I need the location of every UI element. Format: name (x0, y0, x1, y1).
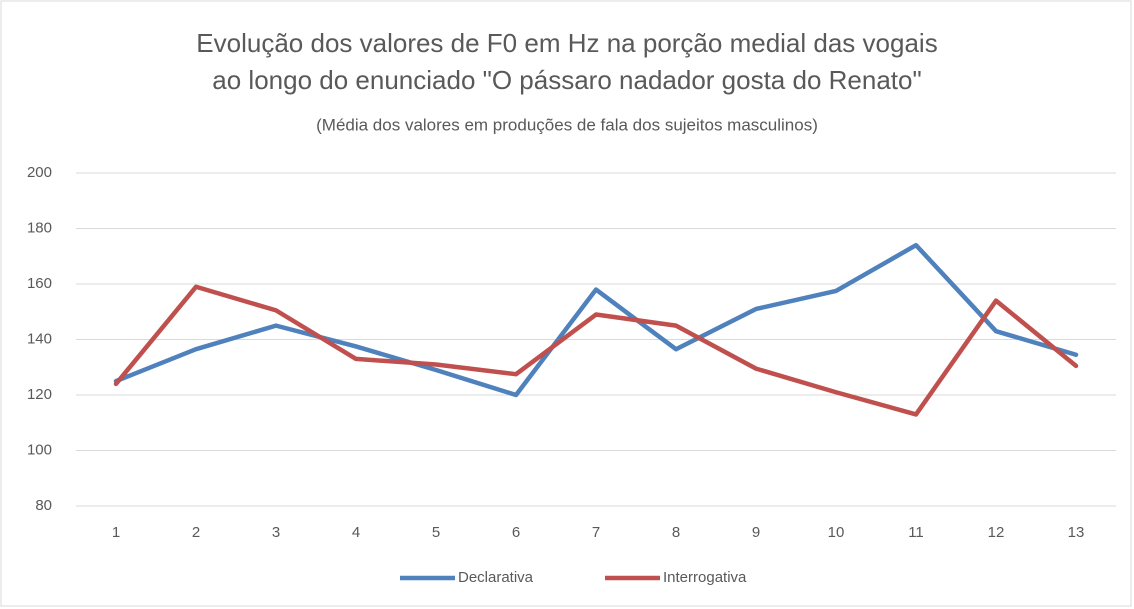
y-tick-label: 120 (27, 386, 52, 403)
chart-subtitle: (Média dos valores em produções de fala … (316, 115, 818, 134)
x-tick-label: 4 (352, 524, 360, 541)
y-tick-label: 180 (27, 219, 52, 236)
legend-label: Declarativa (458, 569, 534, 586)
chart-title: Evolução dos valores de F0 em Hz na porç… (196, 28, 937, 58)
y-tick-label: 200 (27, 164, 52, 181)
x-tick-label: 5 (432, 524, 440, 541)
y-tick-label: 100 (27, 441, 52, 458)
data-line (113, 242, 1079, 398)
x-tick-label: 9 (752, 524, 760, 541)
y-tick-label: 160 (27, 275, 52, 292)
legend-label: Interrogativa (663, 569, 747, 586)
y-tick-label: 140 (27, 330, 52, 347)
x-tick-label: 11 (908, 524, 924, 541)
x-tick-label: 13 (1068, 524, 1085, 541)
chart-title: ao longo do enunciado "O pássaro nadador… (212, 65, 921, 95)
y-tick-label: 80 (35, 497, 52, 514)
x-tick-label: 6 (512, 524, 520, 541)
x-tick-label: 8 (672, 524, 680, 541)
x-tick-label: 12 (988, 524, 1005, 541)
x-tick-label: 3 (272, 524, 280, 541)
x-tick-label: 10 (828, 524, 845, 541)
x-tick-label: 7 (592, 524, 600, 541)
data-line (113, 284, 1079, 417)
x-tick-label: 1 (112, 524, 120, 541)
x-tick-label: 2 (192, 524, 200, 541)
